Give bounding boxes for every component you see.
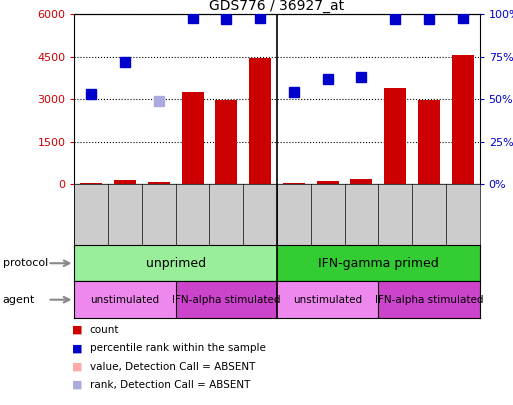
Bar <box>148 182 170 184</box>
Text: ■: ■ <box>72 325 82 335</box>
Bar <box>249 58 271 184</box>
Text: ■: ■ <box>72 362 82 371</box>
Bar <box>452 55 473 184</box>
Bar <box>317 181 339 184</box>
Text: value, Detection Call = ABSENT: value, Detection Call = ABSENT <box>90 362 255 371</box>
Bar <box>418 100 440 184</box>
Bar <box>379 281 480 318</box>
Text: count: count <box>90 325 120 335</box>
Text: unstimulated: unstimulated <box>293 295 362 305</box>
Bar <box>350 179 372 184</box>
Bar <box>74 281 175 318</box>
Bar <box>277 281 378 318</box>
Title: GDS776 / 36927_at: GDS776 / 36927_at <box>209 0 345 13</box>
Text: protocol: protocol <box>3 258 48 268</box>
Text: IFN-alpha stimulated: IFN-alpha stimulated <box>172 295 281 305</box>
Bar <box>182 92 204 184</box>
Text: ■: ■ <box>72 343 82 353</box>
Bar <box>81 183 102 184</box>
Bar <box>114 180 136 184</box>
Text: unprimed: unprimed <box>146 257 206 270</box>
Text: percentile rank within the sample: percentile rank within the sample <box>90 343 266 353</box>
Bar <box>74 245 277 281</box>
Text: rank, Detection Call = ABSENT: rank, Detection Call = ABSENT <box>90 380 250 390</box>
Text: IFN-gamma primed: IFN-gamma primed <box>318 257 439 270</box>
Text: agent: agent <box>3 295 35 305</box>
Bar <box>384 88 406 184</box>
Text: unstimulated: unstimulated <box>90 295 160 305</box>
Text: ■: ■ <box>72 380 82 390</box>
Text: IFN-alpha stimulated: IFN-alpha stimulated <box>374 295 483 305</box>
Bar <box>277 245 480 281</box>
Bar <box>283 183 305 184</box>
Bar <box>175 281 277 318</box>
Bar <box>215 100 238 184</box>
